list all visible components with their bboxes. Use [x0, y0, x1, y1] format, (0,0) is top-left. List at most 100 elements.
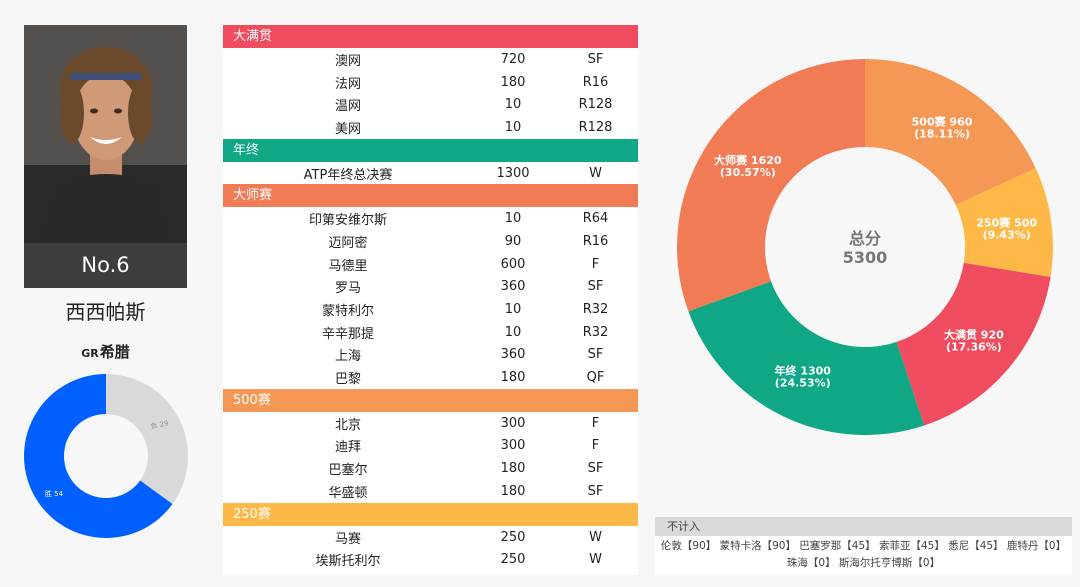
tournament-name: 埃斯托利尔	[315, 554, 381, 570]
table-row: 马赛 250 W	[223, 526, 638, 549]
tournament-result: F	[591, 415, 600, 431]
tournament-points: 90	[504, 233, 522, 249]
table-row: 马德里 600 F	[223, 253, 638, 276]
slice-percent: (17.36%)	[946, 341, 1002, 354]
tournament-result: R32	[582, 302, 609, 318]
tournament-name: ATP年终总决赛	[303, 167, 393, 183]
slice-percent: (30.57%)	[720, 166, 776, 179]
slice-percent: (24.53%)	[775, 377, 831, 390]
tournament-name: 巴塞尔	[328, 463, 368, 479]
tournament-result: R128	[578, 119, 613, 135]
table-row: 蒙特利尔 10 R32	[223, 298, 638, 321]
tournament-points: 300	[500, 438, 526, 454]
tournament-points: 10	[504, 324, 522, 340]
tournament-points: 10	[504, 211, 522, 227]
not-counted-line-2: 珠海【0】 斯海尔托亨博斯【0】	[786, 557, 941, 569]
tournament-result: F	[591, 256, 600, 272]
section-header: 500赛	[223, 388, 638, 412]
tournament-points: 180	[500, 461, 526, 477]
slice-label: 250赛 500	[976, 216, 1037, 230]
tournament-result: R64	[582, 211, 609, 227]
tournament-name: 上海	[334, 349, 361, 365]
slice-5	[677, 59, 865, 312]
tournament-name: 罗马	[334, 281, 361, 297]
tournament-points: 10	[504, 97, 522, 113]
tournament-name: 迪拜	[334, 440, 361, 456]
slice-2	[955, 168, 1053, 277]
table-row: 印第安维尔斯 10 R64	[223, 207, 638, 230]
table-row: 澳网 720 SF	[223, 48, 638, 71]
tournament-result: R32	[582, 324, 609, 340]
tournament-name: 马德里	[328, 258, 368, 274]
losses-slice	[106, 374, 188, 504]
tournament-result: W	[589, 165, 602, 181]
tournament-name: 华盛顿	[328, 485, 368, 501]
tournament-result: R128	[578, 97, 613, 113]
table-row: 巴黎 180 QF	[223, 366, 638, 389]
tournament-result: W	[589, 529, 602, 545]
tournament-name: 澳网	[334, 53, 361, 69]
tournament-result: F	[591, 438, 600, 454]
tournament-points: 600	[500, 256, 526, 272]
tournament-name: 温网	[334, 99, 361, 115]
table-row: 北京 300 F	[223, 412, 638, 435]
points-table: 大满贯 澳网 720 SF 法网 180 R16 温网 10 R128 美网 10 R128 年终 ATP年…	[223, 25, 638, 575]
tournament-result: SF	[587, 483, 604, 499]
player-name: 西西帕斯	[65, 300, 146, 324]
table-row: 美网 10 R128	[223, 116, 638, 139]
tournament-points: 180	[500, 370, 526, 386]
tournament-name: 美网	[334, 121, 361, 137]
tournament-points: 1300	[496, 165, 530, 181]
table-row: 罗马 360 SF	[223, 276, 638, 299]
table-row: 迪拜 300 F	[223, 435, 638, 458]
tournament-name: 迈阿密	[328, 235, 368, 251]
slice-label: 大满贯 920	[944, 328, 1004, 342]
tournament-name: 北京	[334, 417, 361, 433]
total-points-donut-chart: 500赛 960(18.11%) 250赛 500(9.43%) 大满贯 920(1…	[677, 59, 1053, 435]
tournament-result: SF	[587, 279, 604, 295]
tournament-result: R16	[582, 233, 609, 249]
not-counted-line-1: 伦敦【90】 蒙特卡洛【90】 巴塞罗那【45】 索菲亚【45】 悉尼【45】 …	[660, 540, 1067, 552]
tournament-points: 720	[500, 51, 526, 67]
tournament-result: QF	[586, 370, 605, 386]
tournament-points: 250	[500, 552, 526, 568]
total-label: 总分	[849, 229, 881, 248]
slice-percent: (9.43%)	[983, 229, 1031, 242]
table-row: 温网 10 R128	[223, 93, 638, 116]
win-loss-donut-chart: 负 29 胜 54	[23, 374, 188, 538]
tournament-points: 300	[500, 415, 526, 431]
slice-4	[688, 281, 925, 435]
section-header: 大师赛	[223, 184, 638, 208]
table-row: ATP年终总决赛 1300 W	[223, 162, 638, 185]
tournament-result: R16	[582, 74, 609, 90]
tournament-name: 马赛	[334, 531, 361, 547]
slice-label: 年终 1300	[775, 364, 832, 378]
tournament-points: 10	[504, 302, 522, 318]
tournament-name: 辛辛那提	[321, 326, 374, 342]
tournament-points: 10	[504, 119, 522, 135]
section-header: 年终	[223, 138, 638, 162]
losses-label: 负 29	[150, 418, 170, 431]
table-row: 法网 180 R16	[223, 71, 638, 94]
tournament-name: 法网	[334, 76, 361, 92]
table-row: 辛辛那提 10 R32	[223, 321, 638, 344]
not-counted-list: 伦敦【90】 蒙特卡洛【90】 巴塞罗那【45】 索菲亚【45】 悉尼【45】 …	[655, 536, 1072, 572]
not-counted-panel: 不计入 伦敦【90】 蒙特卡洛【90】 巴塞罗那【45】 索菲亚【45】 悉尼【…	[655, 517, 1072, 575]
country-code: GR	[81, 347, 99, 360]
tournament-points: 250	[500, 529, 526, 545]
tournament-result: SF	[587, 461, 604, 477]
tournament-name: 巴黎	[334, 372, 361, 388]
table-row: 埃斯托利尔 250 W	[223, 548, 638, 571]
tournament-points: 180	[500, 74, 526, 90]
tournament-name: 蒙特利尔	[321, 304, 374, 320]
tournament-name: 印第安维尔斯	[308, 213, 387, 229]
slice-percent: (18.11%)	[914, 128, 970, 141]
player-country: GR希腊	[24, 341, 187, 362]
tournament-result: W	[589, 552, 602, 568]
tournament-points: 180	[500, 483, 526, 499]
tournament-points: 360	[500, 279, 526, 295]
slice-1	[865, 59, 1036, 206]
tournament-result: SF	[587, 347, 604, 363]
section-header: 大满贯	[223, 25, 638, 48]
table-row: 华盛顿 180 SF	[223, 480, 638, 503]
